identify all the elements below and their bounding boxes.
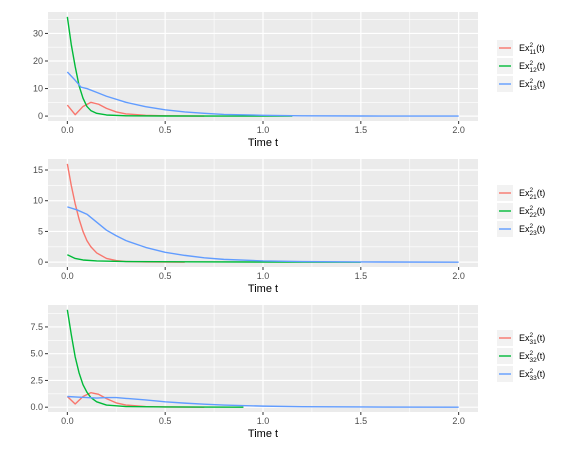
x-tick-label: 0.5 [159, 125, 172, 135]
x-tick-label: 1.5 [355, 416, 368, 426]
y-tick-label: 10 [33, 84, 43, 94]
y-tick-label: 0.0 [30, 402, 43, 412]
x-tick-label: 0.0 [61, 125, 74, 135]
x-tick-label: 1.0 [257, 271, 270, 281]
x-tick-label: 0.0 [61, 271, 74, 281]
legend-item-11: Ex2 11(t) [497, 40, 545, 56]
x-axis-label: Time t [248, 283, 278, 295]
x-tick-label: 1.5 [355, 125, 368, 135]
y-tick-label: 30 [33, 28, 43, 38]
x-axis-label: Time t [248, 428, 278, 440]
y-tick-label: 15 [33, 165, 43, 175]
y-tick-label: 5.0 [30, 349, 43, 359]
y-tick-label: 7.5 [30, 322, 43, 332]
legend: Ex2 11(t) Ex2 12(t) Ex2 13(t) [497, 40, 545, 92]
legend-item-33: Ex2 33(t) [497, 366, 545, 382]
series-line-12 [66, 16, 293, 117]
legend-label: Ex2 23(t) [519, 223, 545, 237]
legend-label: Ex2 22(t) [519, 205, 545, 219]
y-tick-label: 10 [33, 196, 43, 206]
legend-label: Ex2 21(t) [519, 187, 545, 201]
panel-2: 0.0 0.5 1.0 1.5 2.0 0 5 10 15 Time t Ex2 21(t) Ex2 22… [33, 159, 545, 295]
x-axis-label: Time t [248, 137, 278, 149]
legend-label: Ex2 11(t) [519, 42, 545, 56]
legend-label: Ex2 33(t) [519, 368, 545, 382]
x-tick-label: 0.5 [159, 271, 172, 281]
legend-item-31: Ex2 31(t) [497, 330, 545, 346]
x-tick-label: 1.5 [355, 271, 368, 281]
x-tick-label: 2.0 [452, 416, 465, 426]
y-tick-label: 20 [33, 56, 43, 66]
x-tick-label: 2.0 [452, 271, 465, 281]
legend-item-23: Ex2 23(t) [497, 221, 545, 237]
series-line-23 [67, 206, 459, 263]
panel-3: 0.0 0.5 1.0 1.5 2.0 0.0 2.5 5.0 7.5 Time t Ex2 31(t… [30, 305, 545, 440]
legend-item-21: Ex2 21(t) [497, 185, 545, 201]
x-tick-label: 0.0 [61, 416, 74, 426]
legend-label: Ex2 32(t) [519, 350, 545, 364]
x-tick-label: 1.0 [257, 125, 270, 135]
legend-label: Ex2 31(t) [519, 332, 545, 346]
series-line-32 [66, 309, 244, 408]
x-tick-label: 2.0 [452, 125, 465, 135]
x-tick-label: 1.0 [257, 416, 270, 426]
legend-item-12: Ex2 12(t) [497, 58, 545, 74]
y-tick-label: 0 [38, 257, 43, 267]
series-line-13 [66, 71, 459, 117]
legend-label: Ex2 13(t) [519, 78, 545, 92]
y-tick-label: 5 [38, 226, 43, 236]
series-line-22 [67, 254, 361, 263]
x-tick-label: 0.5 [159, 416, 172, 426]
legend: Ex2 31(t) Ex2 32(t) Ex2 33(t) [497, 330, 545, 382]
legend-item-13: Ex2 13(t) [497, 76, 545, 92]
legend-item-22: Ex2 22(t) [497, 203, 545, 219]
legend-label: Ex2 12(t) [519, 60, 545, 74]
legend-item-32: Ex2 32(t) [497, 348, 545, 364]
series-line-33 [67, 395, 459, 408]
legend: Ex2 21(t) Ex2 22(t) Ex2 23(t) [497, 185, 545, 237]
y-tick-label: 0 [38, 111, 43, 121]
y-tick-label: 2.5 [30, 375, 43, 385]
